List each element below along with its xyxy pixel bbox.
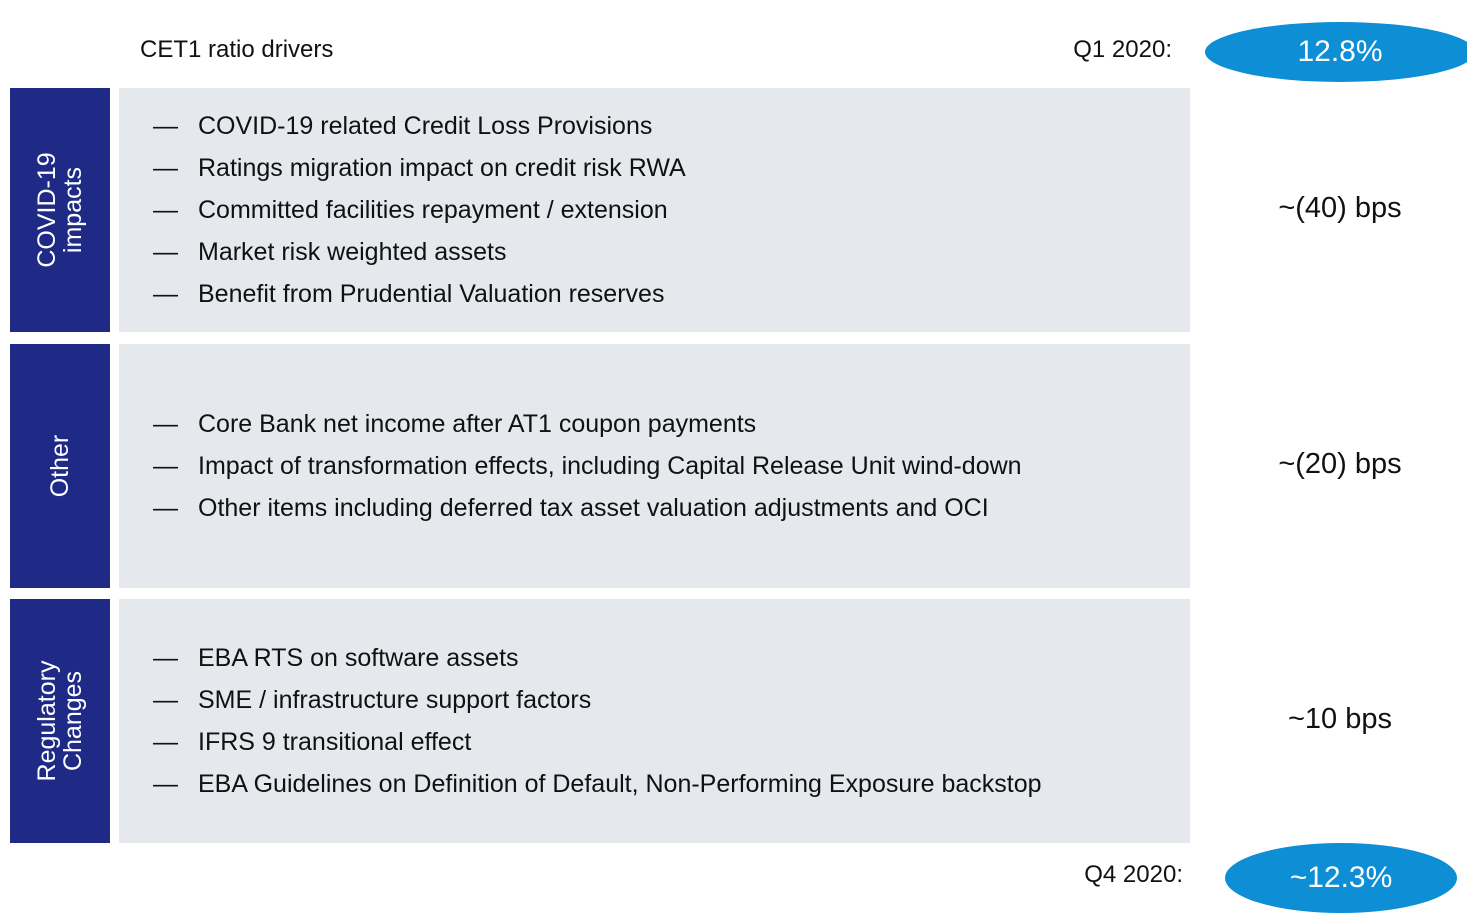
section-label-box: Regulatory Changes [10,599,110,843]
section-label: Other [46,434,74,498]
section-label-box: COVID-19 impacts [10,88,110,332]
impact: ~(20) bps [1278,448,1402,480]
bullet-text: Market risk weighted assets [198,238,507,266]
bullet-text: EBA RTS on software assets [198,644,519,672]
title: CET1 ratio drivers [140,36,334,63]
bullet-dash: — [153,728,178,756]
bullet-item: — EBA Guidelines on Definition of Default… [119,765,1190,803]
bullet-dash: — [153,686,178,714]
bullet-dash: — [153,280,178,308]
bullet-text: Benefit from Prudential Valuation reserv… [198,280,665,308]
section-label-box: Other [10,344,110,588]
label-line: Changes [59,670,87,772]
bullet-text: Committed facilities repayment / extensi… [198,196,668,224]
start-value: 12.8% [1205,22,1467,82]
bullet-item: — COVID-19 related Credit Loss Provisions [119,107,1190,145]
bullet-dash: — [153,410,178,438]
bullet-item: — Impact of transformation effects, inclu… [119,447,1190,485]
bullet-text: IFRS 9 transitional effect [198,728,472,756]
bullet-text: SME / infrastructure support factors [198,686,592,714]
impact: ~(40) bps [1278,192,1402,224]
bullet-text: Other items including deferred tax asset… [198,494,989,522]
bullet-item: — EBA RTS on software assets [119,639,1190,677]
label-line: Other [46,434,74,498]
bullet-item: — Committed facilities repayment / extens… [119,191,1190,229]
bullet-text: Impact of transformation effects, includ… [198,452,1022,480]
bullet-dash: — [153,494,178,522]
section-label: COVID-19 impacts [33,152,87,268]
start-label: Q1 2020: [1073,36,1172,63]
bullet-item: — Market risk weighted assets [119,233,1190,271]
end-value: ~12.3% [1225,843,1457,913]
bullet-dash: — [153,238,178,266]
bullet-text: EBA Guidelines on Definition of Default,… [198,770,1042,798]
bullet-item: — SME / infrastructure support factors [119,681,1190,719]
section-panel: — COVID-19 related Credit Loss Provisions… [119,88,1190,332]
label-line: Regulatory [33,660,61,782]
bullet-dash: — [153,644,178,672]
section-label: Regulatory Changes [33,660,87,782]
label-line: impacts [59,166,87,254]
bullet-text: Ratings migration impact on credit risk … [198,154,686,182]
bullet-text: Core Bank net income after AT1 coupon pa… [198,410,757,438]
bullet-item: — IFRS 9 transitional effect [119,723,1190,761]
bullet-item: — Other items including deferred tax asse… [119,489,1190,527]
bullet-dash: — [153,112,178,140]
bullet-item: — Core Bank net income after AT1 coupon p… [119,405,1190,443]
bullet-item: — Ratings migration impact on credit risk… [119,149,1190,187]
end-label: Q4 2020: [1084,861,1183,888]
bullet-dash: — [153,770,178,798]
section-panel: — Core Bank net income after AT1 coupon p… [119,344,1190,588]
label-line: COVID-19 [33,152,61,268]
bullet-dash: — [153,196,178,224]
section-panel: — EBA RTS on software assets — SME / infras… [119,599,1190,843]
bullet-item: — Benefit from Prudential Valuation reser… [119,275,1190,313]
bullet-text: COVID-19 related Credit Loss Provisions [198,112,653,140]
bullet-dash: — [153,452,178,480]
impact: ~10 bps [1287,703,1392,735]
bullet-dash: — [153,154,178,182]
